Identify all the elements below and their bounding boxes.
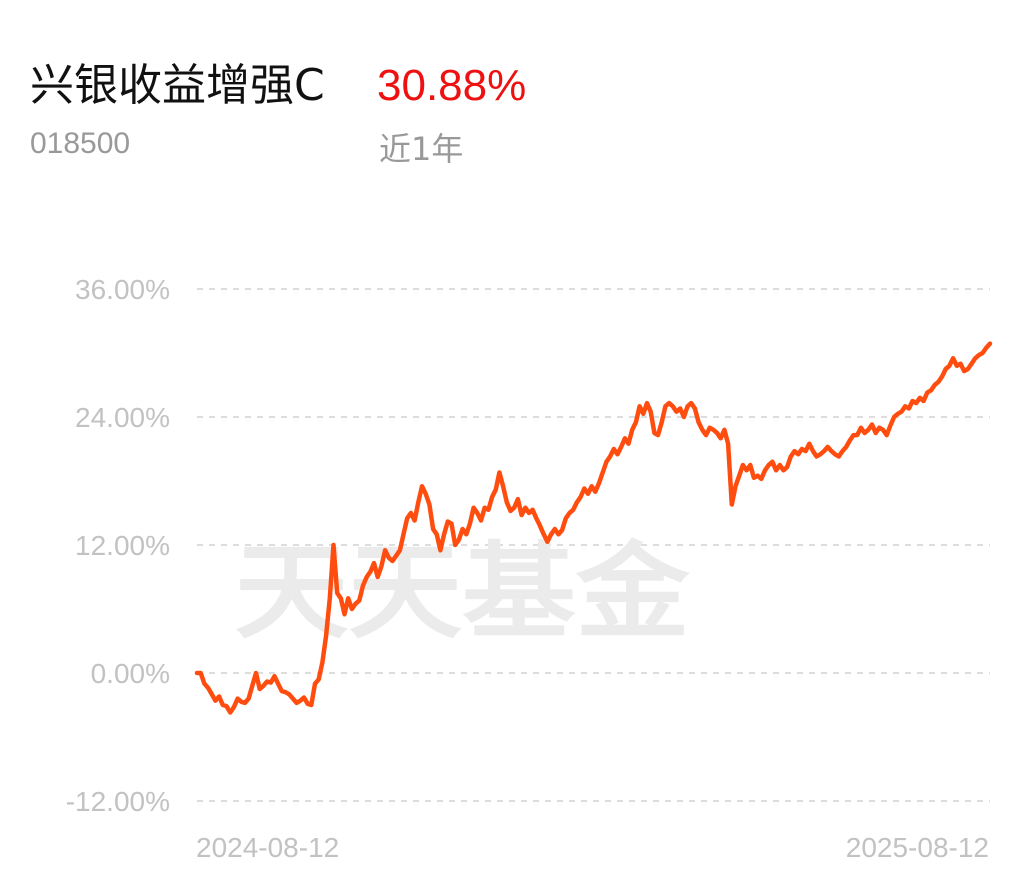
y-tick-label: -12.00% — [66, 786, 170, 817]
period-label: 近1年 — [379, 130, 464, 168]
x-axis-labels: 2024-08-12 2025-08-12 — [196, 832, 989, 863]
y-tick-label: 36.00% — [75, 274, 170, 305]
fund-name: 兴银收益增强C — [30, 60, 325, 111]
return-series-line — [194, 341, 993, 715]
y-tick-label: 0.00% — [91, 658, 170, 689]
y-tick-label: 12.00% — [75, 530, 170, 561]
fund-code: 018500 — [30, 127, 131, 160]
series-lines — [194, 341, 993, 715]
watermark-text: 天天基金 — [235, 531, 691, 653]
y-tick-label: 24.00% — [75, 402, 170, 433]
x-tick-label: 2025-08-12 — [846, 832, 989, 863]
y-axis-labels: 36.00% 24.00% 12.00% 0.00% -12.00% — [66, 274, 170, 817]
x-tick-label: 2024-08-12 — [196, 832, 339, 863]
grid-lines — [197, 288, 990, 802]
return-value: 30.88% — [377, 61, 527, 110]
